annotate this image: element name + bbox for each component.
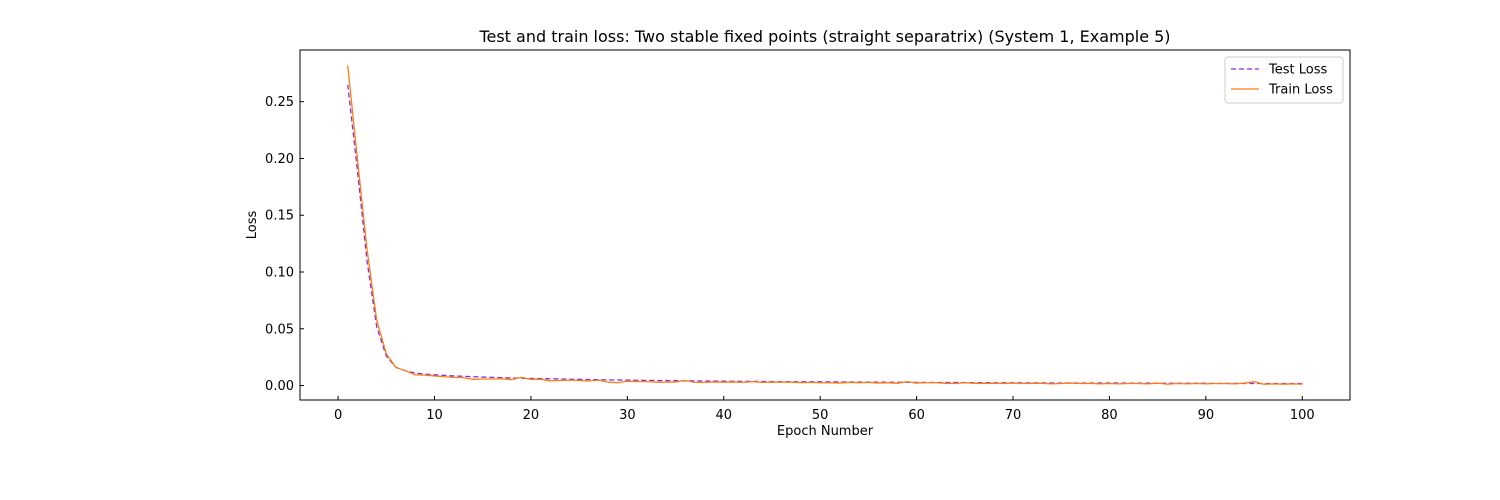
legend-label: Train Loss [1268, 83, 1333, 98]
y-tick-label: 0.20 [265, 152, 294, 167]
y-tick-label: 0.15 [265, 209, 294, 224]
y-tick-label: 0.25 [265, 95, 294, 110]
legend-label: Test Loss [1268, 63, 1327, 78]
x-tick-label: 90 [1198, 408, 1215, 423]
legend: Test Loss Train Loss [1224, 56, 1344, 104]
y-tick-label: 0.00 [265, 379, 294, 394]
series-line-train-loss [347, 65, 1303, 385]
x-tick-label: 60 [908, 408, 925, 423]
axes: 0 10 20 30 40 50 60 70 80 90 100 0.00 0.05 0.10 0.15 0.… [265, 95, 1315, 423]
chart-title: Test and train loss: Two stable fixed po… [478, 27, 1170, 46]
y-axis-label: Loss [245, 211, 260, 240]
x-tick-label: 70 [1005, 408, 1022, 423]
y-tick-label: 0.10 [265, 266, 294, 281]
x-tick-label: 50 [812, 408, 829, 423]
x-tick-label: 20 [523, 408, 540, 423]
x-tick-label: 30 [619, 408, 636, 423]
series-line-test-loss [347, 84, 1303, 385]
x-tick-label: 80 [1101, 408, 1118, 423]
x-axis-label: Epoch Number [777, 424, 874, 439]
plot-frame [299, 49, 1351, 401]
x-tick-label: 0 [334, 408, 342, 423]
legend-box [1224, 56, 1344, 104]
x-tick-label: 40 [715, 408, 732, 423]
plot-area [347, 65, 1303, 385]
x-tick-label: 10 [426, 408, 443, 423]
x-tick-label: 100 [1290, 408, 1315, 423]
y-tick-label: 0.05 [265, 322, 294, 337]
